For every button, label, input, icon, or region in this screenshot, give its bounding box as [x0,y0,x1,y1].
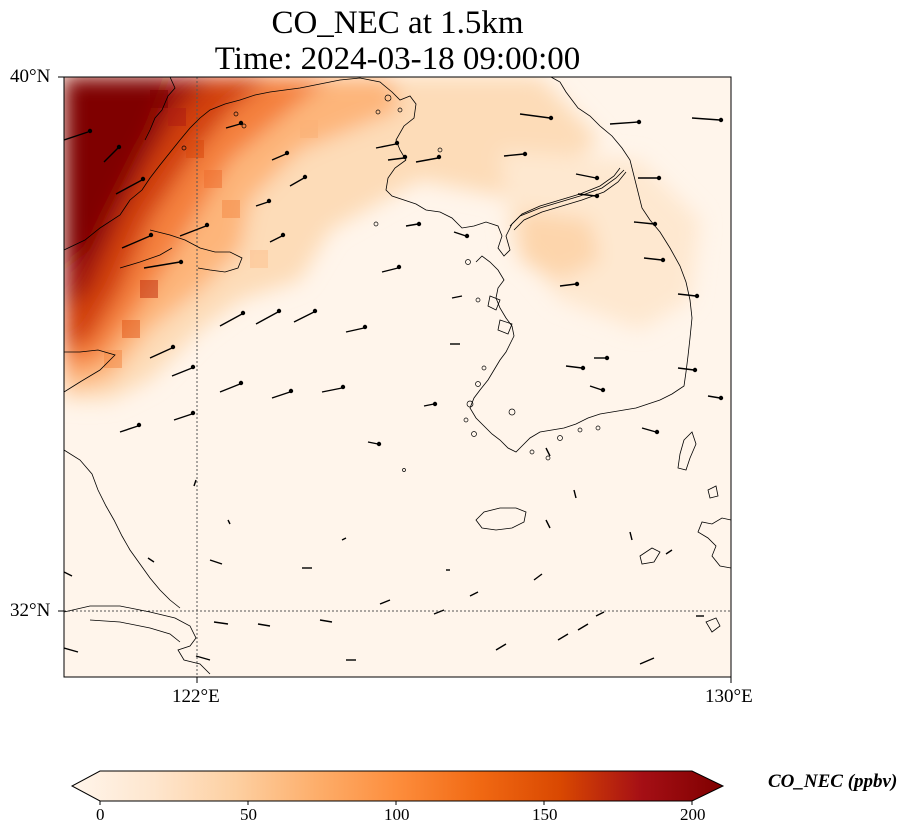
lat-label-40n: 40°N [10,66,51,87]
colorbar-label: CO_NEC (ppbv) [768,771,898,792]
lat-label-32n: 32°N [10,600,51,621]
colorbar-tick-200: 200 [680,805,706,824]
concentration-field [64,77,731,677]
map-title: CO_NEC at 1.5km [271,5,524,41]
map-frame [63,76,732,678]
colorbar-tick-50: 50 [240,805,257,824]
colorbar-tick-0: 0 [96,805,105,824]
coastlines [64,77,731,675]
wind-vectors [64,113,721,665]
map-subtitle: Time: 2024-03-18 09:00:00 [214,41,581,77]
lon-label-122e: 122°E [172,686,220,707]
colorbar-bar [70,770,725,802]
colorbar-tick-100: 100 [384,805,410,824]
colorbar-tick-150: 150 [532,805,558,824]
colorbar [70,770,725,805]
lon-label-130e: 130°E [705,686,753,707]
